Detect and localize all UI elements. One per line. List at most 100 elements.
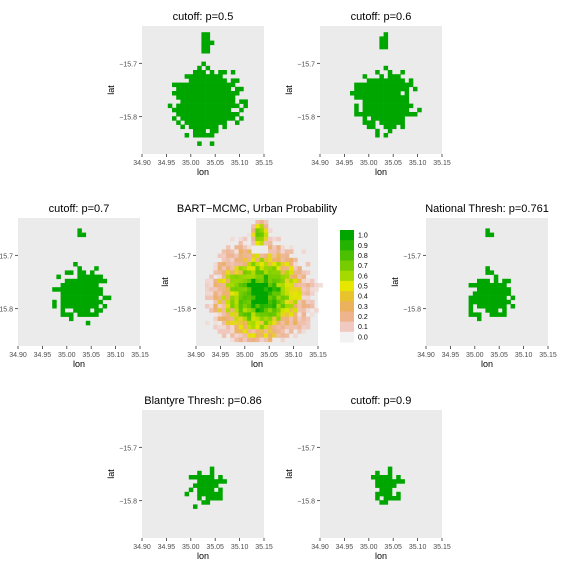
urban-cell [209, 91, 215, 96]
probability-cell [209, 308, 214, 313]
probability-cell [268, 266, 273, 271]
urban-cell [188, 124, 194, 130]
urban-cell [176, 91, 181, 96]
probability-cell [259, 295, 265, 301]
urban-cell [180, 91, 185, 96]
y-axis-label: lat [284, 85, 294, 95]
colorbar-swatch [340, 280, 354, 292]
urban-cell [209, 483, 215, 488]
urban-cell [85, 287, 91, 292]
probability-cell [272, 337, 277, 343]
probability-cell [259, 283, 265, 288]
probability-cell [226, 270, 231, 275]
probability-cell [297, 295, 302, 301]
urban-cell [197, 91, 202, 96]
probability-cell [263, 257, 269, 263]
probability-cell [242, 291, 248, 296]
urban-cell [396, 99, 401, 104]
urban-cell [218, 120, 223, 125]
probability-cell [217, 266, 223, 271]
probability-cell [297, 291, 302, 296]
probability-cell [213, 316, 218, 322]
probability-cell [305, 283, 311, 288]
x-tick-label: 35.10 [515, 352, 533, 359]
probability-cell [293, 291, 298, 296]
probability-cell [230, 283, 235, 288]
probability-cell [221, 249, 227, 254]
probability-cell [305, 262, 311, 267]
probability-cell [280, 266, 286, 271]
urban-cell [358, 112, 363, 117]
urban-cell [172, 82, 177, 88]
y-tick-label: −15.8 [119, 499, 137, 506]
urban-cell [383, 107, 389, 113]
probability-cell [205, 283, 210, 288]
urban-cell [73, 262, 78, 267]
urban-cell [366, 91, 372, 96]
urban-cell [193, 483, 198, 488]
urban-cell [205, 99, 211, 104]
probability-cell [301, 249, 307, 254]
probability-cell [213, 287, 218, 292]
y-tick-label: −15.7 [297, 61, 315, 68]
urban-cell [205, 103, 211, 109]
urban-cell [81, 295, 87, 301]
panel-6: Blantyre Thresh: p=0.86 34.90 34.95 35.00 35… [106, 395, 273, 561]
urban-cell [205, 95, 211, 100]
urban-cell [408, 82, 414, 88]
urban-cell [392, 91, 397, 96]
probability-cell [272, 299, 277, 305]
x-tick-label: 35.05 [490, 352, 508, 359]
urban-cell [400, 124, 405, 130]
panel-background [320, 410, 442, 538]
probability-cell [263, 278, 269, 284]
urban-cell [188, 487, 194, 493]
urban-cell [222, 78, 227, 83]
urban-cell [222, 103, 227, 109]
urban-cell [90, 283, 95, 288]
urban-cell [201, 103, 206, 109]
probability-cell [247, 291, 252, 296]
probability-cell [242, 320, 248, 326]
urban-cell [404, 99, 410, 104]
probability-cell [293, 266, 298, 271]
y-tick-label: −15.7 [403, 253, 421, 260]
urban-cell [205, 500, 211, 505]
probability-cell [293, 283, 298, 288]
urban-cell [197, 483, 202, 488]
urban-cell [209, 95, 215, 100]
probability-cell [234, 270, 239, 275]
y-tick-label: −15.7 [119, 61, 137, 68]
urban-cell [477, 304, 482, 309]
probability-cell [284, 270, 290, 275]
urban-cell [193, 74, 198, 79]
urban-cell [358, 91, 363, 96]
urban-cell [56, 287, 61, 292]
probability-cell [293, 325, 298, 330]
urban-cell [188, 95, 194, 100]
urban-cell [383, 133, 389, 138]
urban-cell [366, 95, 372, 100]
urban-cell [222, 116, 227, 121]
probability-cell [226, 278, 231, 284]
urban-cell [387, 120, 393, 125]
urban-cell [209, 86, 215, 92]
urban-cell [383, 475, 389, 480]
urban-cell [209, 475, 215, 480]
urban-cell [167, 103, 173, 109]
urban-cell [226, 91, 232, 96]
urban-cell [176, 82, 181, 88]
probability-cell [297, 266, 302, 271]
y-tick-label: −15.7 [0, 253, 13, 260]
urban-cell [383, 99, 389, 104]
probability-cell [217, 278, 223, 284]
probability-cell [259, 232, 265, 238]
probability-cell [272, 333, 277, 338]
urban-cell [209, 124, 215, 130]
probability-cell [272, 308, 277, 313]
x-tick-label: 35.15 [255, 160, 273, 167]
urban-cell [214, 99, 219, 104]
probability-cell [255, 316, 260, 322]
probability-cell [247, 299, 252, 305]
urban-cell [493, 283, 499, 288]
